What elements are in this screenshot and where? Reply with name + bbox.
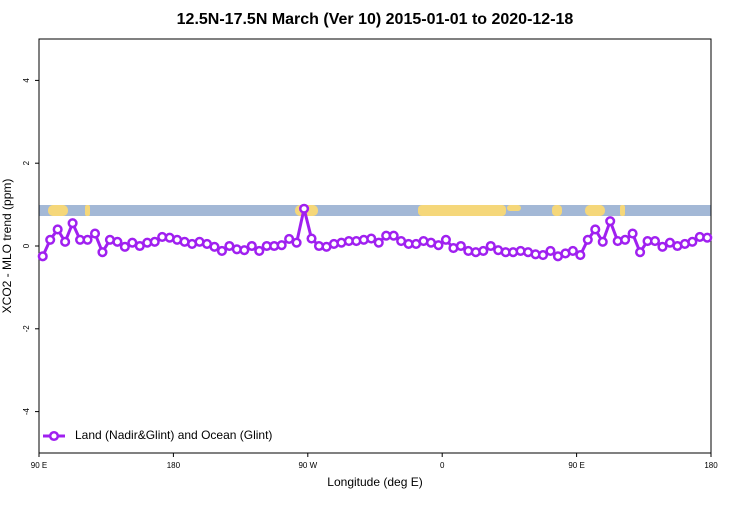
data-point [649,235,661,247]
x-tick-label: 180 [704,461,718,470]
data-point [89,228,101,239]
data-point [582,234,593,245]
legend-label: Land (Nadir&Glint) and Ocean (Glint) [75,428,272,442]
data-point [149,236,160,247]
data-point [590,224,601,235]
data-point [239,245,250,256]
land [418,205,506,216]
data-point [216,245,227,257]
data-point [687,236,698,247]
land [585,205,605,216]
data-point [45,234,56,245]
data-point [112,236,123,247]
data-point [119,241,130,252]
land [552,205,562,216]
data-point [537,250,549,261]
data-point [433,240,444,251]
data-point [37,251,48,262]
data-point [605,216,616,227]
x-tick-label: 90 E [31,461,47,470]
data-point [620,234,631,245]
legend-marker [48,430,60,442]
x-tick-label: 180 [167,461,181,470]
data-point [209,241,220,252]
x-axis-label: Longitude (deg E) [327,475,422,489]
y-axis-label: XCO2 - MLO trend (ppm) [0,179,14,314]
data-point [627,228,638,239]
data-point [597,236,608,247]
y-tick-label: -2 [22,325,31,333]
y-tick-label: -4 [22,407,31,415]
data-point [657,241,668,252]
data-point [478,245,489,257]
land [620,205,625,216]
data-point [52,224,63,235]
data-point [254,245,265,257]
map-strip [39,205,711,216]
land [48,205,68,216]
data-point [485,240,496,252]
x-tick-label: 90 W [298,461,317,470]
data-point [299,203,310,214]
chart-title: 12.5N-17.5N March (Ver 10) 2015-01-01 to… [177,11,574,28]
data-point [97,247,108,258]
data-point [60,236,71,247]
data-point [575,250,586,261]
data-point [284,233,295,245]
data-point [455,240,466,252]
y-tick-label: 4 [22,78,31,83]
data-point [291,237,302,248]
data-point [373,237,384,248]
x-tick-label: 0 [440,461,445,470]
ocean [39,205,711,216]
data-point [276,240,287,251]
data-point [82,234,93,245]
y-tick-label: 2 [22,160,31,165]
data-point [67,218,78,229]
data-point [440,234,451,245]
data-point [306,233,317,244]
data-point [388,230,399,241]
y-tick-label: 0 [22,243,31,248]
data-point [567,245,578,257]
land [507,205,521,211]
x-tick-label: 90 E [568,461,584,470]
data-point [366,233,377,244]
data-point [246,240,257,252]
land [85,205,90,216]
data-point [635,247,646,258]
data-point [702,232,713,243]
data-point [545,245,556,257]
